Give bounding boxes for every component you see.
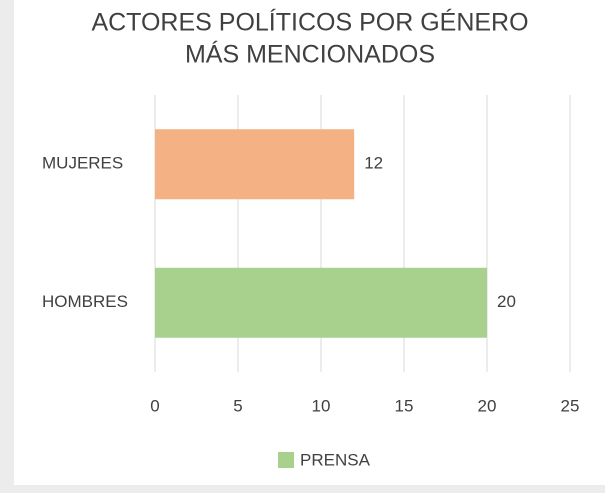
chart-area (14, 0, 605, 485)
bar (155, 267, 487, 338)
x-tick-label: 20 (478, 396, 497, 415)
chart-title: ACTORES POLÍTICOS POR GÉNERO (91, 8, 528, 37)
bar (155, 129, 355, 200)
x-tick-label: 10 (312, 396, 331, 415)
x-tick-label: 5 (233, 396, 242, 415)
x-tick-label: 0 (150, 396, 159, 415)
chart-title: MÁS MENCIONADOS (185, 40, 435, 69)
legend-label: PRENSA (300, 450, 371, 469)
data-label: 12 (364, 154, 383, 173)
legend-swatch (278, 452, 294, 468)
y-tick-label: HOMBRES (42, 292, 128, 311)
data-label: 20 (497, 292, 516, 311)
x-tick-label: 15 (395, 396, 414, 415)
x-tick-label: 25 (561, 396, 580, 415)
y-tick-label: MUJERES (42, 154, 123, 173)
